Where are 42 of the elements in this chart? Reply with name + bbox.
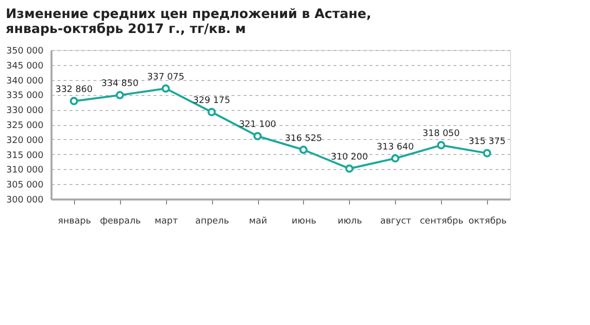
chart-title: Изменение средних цен предложений в Астане, январь-октябрь 2017 г., тг/кв. м: [6, 7, 372, 37]
y-tick-label: 345 000: [6, 61, 44, 72]
data-label: 316 525: [284, 134, 322, 144]
y-tick-label: 320 000: [6, 136, 44, 146]
data-label: 310 200: [330, 152, 368, 163]
x-tick-label: апрель: [195, 216, 230, 226]
point: [436, 141, 446, 150]
data-label: 334 850: [101, 79, 139, 90]
x-tick-label: август: [380, 216, 412, 226]
x-tick-label: октябрь: [468, 216, 507, 226]
y-tick-label: 315 000: [6, 150, 44, 161]
point: [299, 146, 308, 154]
point: [482, 149, 492, 158]
data-label: 332 860: [55, 85, 93, 96]
x-tick-label: сентябрь: [420, 216, 464, 226]
point: [116, 90, 124, 100]
y-tick-label: 350 000: [6, 46, 44, 56]
point: [345, 164, 354, 173]
x-tick-label: февраль: [100, 216, 141, 226]
y-tick-label: 330 000: [6, 106, 44, 116]
y-tick-label: 340 000: [6, 76, 44, 86]
y-tick-label: 305 000: [6, 180, 44, 191]
y-tick-label: 300 000: [6, 196, 44, 206]
y-tick-label: 335 000: [6, 91, 44, 102]
data-label: 315 375: [468, 137, 506, 148]
point: [253, 132, 262, 140]
point: [162, 84, 170, 93]
data-label: 321 100: [238, 120, 276, 130]
point: [391, 154, 400, 163]
y-tick-label: 325 000: [6, 121, 44, 131]
x-tick-label: июль: [338, 216, 362, 226]
data-label: 318 050: [422, 129, 460, 140]
data-label: 313 640: [376, 142, 414, 152]
data-label: 329 175: [193, 96, 230, 106]
point: [207, 108, 216, 116]
x-tick-label: январь: [58, 216, 92, 226]
data-label: 337 075: [147, 72, 184, 83]
x-tick-label: май: [248, 216, 268, 226]
y-tick-label: 310 000: [6, 166, 44, 176]
x-tick-label: июнь: [292, 216, 316, 226]
x-tick-label: март: [154, 216, 178, 226]
point: [70, 96, 78, 106]
